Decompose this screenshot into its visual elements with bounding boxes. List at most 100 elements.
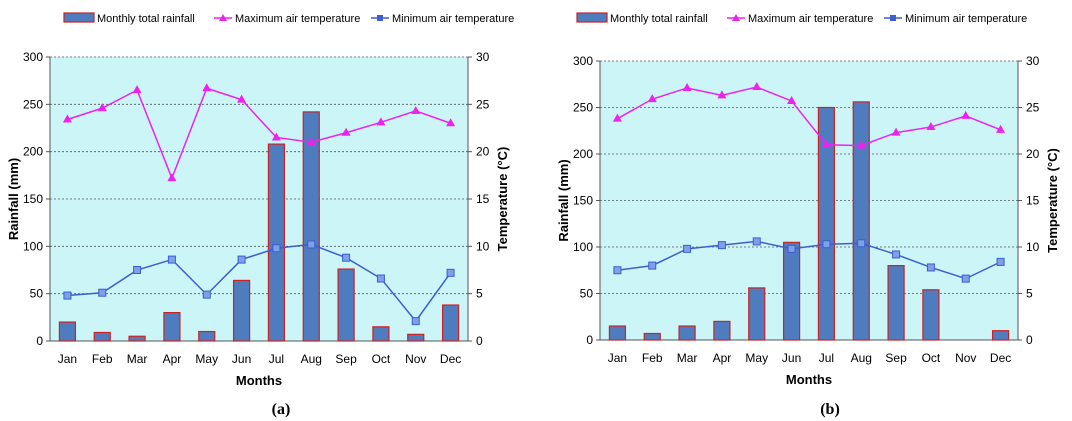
x-tick-label: Apr [163, 352, 182, 366]
legend-label-max: Maximum air temperature [748, 13, 873, 25]
x-tick-label: Jul [269, 352, 284, 366]
legend-label-rainfall: Monthly total rainfall [610, 13, 708, 25]
point-min-temperature [411, 317, 420, 326]
point-min-temperature [446, 268, 455, 277]
y2-tick-label: 30 [1026, 54, 1040, 68]
y-tick-label: 0 [36, 334, 43, 348]
point-min-temperature [342, 253, 351, 262]
panel-label: (a) [272, 401, 291, 418]
x-tick-label: Mar [677, 351, 698, 365]
legend-label-min: Minimum air temperature [392, 13, 514, 25]
y2-tick-label: 30 [476, 50, 490, 64]
bar-rainfall [713, 320, 731, 341]
line-min-temperature [617, 240, 1001, 280]
bar-rainfall [267, 143, 286, 342]
legend: Monthly total rainfall Maximum air temper… [63, 12, 514, 25]
legend-marker-max [219, 14, 227, 21]
y2-tick-label: 25 [476, 97, 490, 111]
x-tick-label: Jun [232, 352, 251, 366]
legend: Monthly total rainfall Maximum air temper… [576, 12, 1027, 25]
y-tick-label: 150 [23, 192, 43, 206]
bar-rainfall [852, 101, 870, 341]
bar-rainfall [748, 287, 766, 341]
point-max-temperature [926, 122, 936, 131]
y-tick-label: 300 [23, 50, 43, 64]
bar-rainfall [302, 111, 320, 342]
line-min-temperature [67, 243, 452, 323]
point-min-temperature [272, 244, 281, 253]
point-max-temperature [682, 82, 692, 91]
point-min-temperature [892, 250, 901, 259]
point-min-temperature [613, 266, 622, 275]
y2-tick-label: 0 [476, 334, 483, 348]
y-tick-label: 150 [573, 194, 593, 208]
x-tick-label: May [745, 351, 768, 365]
x-tick-label: Sep [885, 351, 907, 365]
y2-axis-title: Temperature (°C) [495, 147, 510, 252]
point-max-temperature [446, 118, 456, 127]
legend-label-min: Minimum air temperature [905, 13, 1027, 25]
point-max-temperature [411, 105, 421, 114]
bar-rainfall [407, 333, 425, 342]
point-max-temperature [62, 114, 72, 123]
point-min-temperature [167, 255, 176, 264]
x-tick-label: Mar [127, 352, 148, 366]
bar-rainfall [58, 321, 77, 342]
point-max-temperature [132, 85, 142, 94]
legend-swatch-rainfall [576, 12, 608, 23]
y2-tick-label: 0 [1026, 333, 1033, 347]
point-min-temperature [683, 244, 692, 253]
y2-axis-title: Temperature (°C) [1045, 148, 1060, 253]
point-max-temperature [202, 83, 212, 92]
bar-rainfall [232, 279, 251, 342]
y-axis-title: Rainfall (mm) [556, 159, 571, 241]
point-max-temperature [996, 124, 1006, 133]
x-tick-label: Jul [819, 351, 834, 365]
x-tick-label: May [195, 352, 218, 366]
x-tick-label: Aug [301, 352, 322, 366]
point-min-temperature [717, 241, 726, 250]
point-min-temperature [376, 274, 385, 283]
y-tick-label: 100 [573, 240, 593, 254]
bar-rainfall [163, 312, 181, 342]
bar-rainfall [887, 265, 905, 341]
point-min-temperature [202, 290, 211, 299]
x-tick-label: Feb [92, 352, 113, 366]
bar-rainfall [608, 325, 627, 341]
legend-marker-max [732, 14, 740, 21]
bar-rainfall [372, 326, 390, 342]
point-min-temperature [63, 291, 72, 300]
point-max-temperature [376, 117, 386, 126]
point-min-temperature [996, 257, 1005, 266]
bar-rainfall [782, 241, 801, 341]
y-tick-label: 200 [23, 145, 43, 159]
x-axis-title: Months [786, 372, 832, 387]
chart-panel-b: Monthly total rainfall Maximum air temper… [556, 12, 1060, 418]
y-tick-label: 300 [573, 54, 593, 68]
point-min-temperature [98, 288, 107, 297]
point-min-temperature [133, 266, 142, 274]
point-min-temperature [648, 261, 657, 270]
bar-rainfall [128, 335, 146, 342]
point-min-temperature [752, 237, 761, 246]
panel-label: (b) [820, 401, 840, 418]
bar-rainfall [991, 330, 1010, 341]
point-min-temperature [237, 255, 246, 264]
point-min-temperature [307, 240, 316, 249]
y-axis-title: Rainfall (mm) [6, 158, 21, 240]
point-min-temperature [961, 274, 970, 283]
x-tick-label: Dec [990, 351, 1011, 365]
point-max-temperature [752, 82, 762, 91]
point-min-temperature [926, 263, 935, 272]
y2-tick-label: 5 [1026, 287, 1033, 301]
point-max-temperature [237, 94, 247, 103]
point-max-temperature [821, 139, 831, 148]
legend-marker-min [890, 15, 896, 21]
y2-tick-label: 5 [476, 287, 483, 301]
y2-tick-label: 15 [476, 192, 490, 206]
bar-rainfall [441, 304, 460, 342]
bar-rainfall [678, 325, 696, 341]
x-tick-label: Oct [922, 351, 941, 365]
x-tick-label: Dec [440, 352, 461, 366]
